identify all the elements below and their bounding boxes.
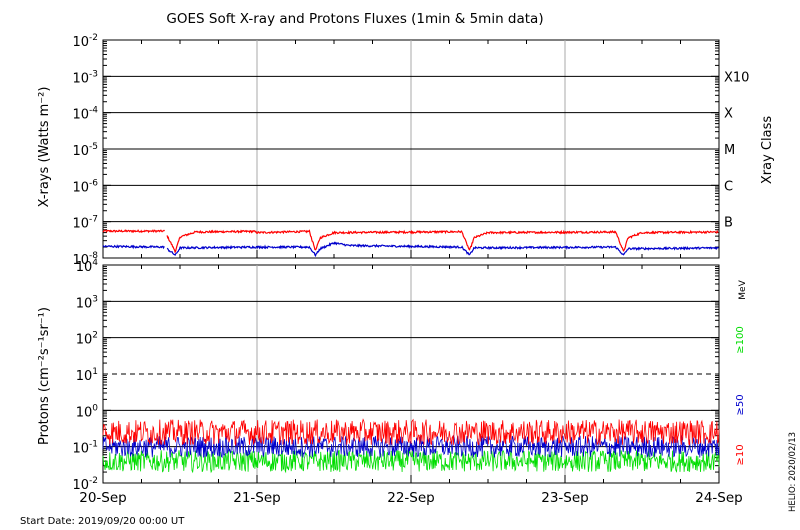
xray-tick-label: 10-4: [72, 106, 98, 123]
xray-tick-label: 10-7: [72, 215, 98, 232]
xray-panel: 10-2 10-3 10-4 10-5 10-6 10-7 10-8 X10 X M C B: [72, 33, 749, 268]
xray-class-label: M: [724, 143, 735, 158]
xray-series-short: [102, 241, 719, 258]
proton-tick-label: 10-2: [72, 476, 98, 493]
proton-legend-1: ≥50: [735, 394, 746, 415]
xray-ylabel: X-rays (Watts m⁻²): [37, 87, 52, 208]
x-tick-label: 23-Sep: [541, 490, 589, 506]
x-tick-label: 22-Sep: [387, 490, 435, 506]
xray-class-label: X: [724, 107, 733, 122]
proton-tick-label: 102: [76, 331, 98, 348]
proton-tick-label: 10-1: [72, 440, 98, 457]
proton-series-2: [102, 449, 720, 474]
xray-tick-label: 10-5: [72, 142, 98, 159]
x-tick-label: 20-Sep: [79, 490, 127, 506]
xray-class-label: B: [724, 216, 733, 231]
xray-class-label: C: [724, 179, 733, 194]
xray-tick-label: 10-6: [72, 178, 98, 195]
start-date: Start Date: 2019/09/20 00:00 UT: [20, 516, 185, 527]
credit-label: HELIO: 2020/02/13: [788, 432, 798, 512]
xray-tick-label: 10-3: [72, 69, 98, 86]
proton-tick-label: 101: [76, 367, 98, 384]
proton-tick-label: 100: [76, 403, 99, 420]
proton-panel: 104 103 102 101 100 10-1 10-2 ≥100 ≥50 ≥10: [72, 258, 746, 493]
proton-tick-label: 104: [76, 258, 99, 275]
x-tick-label: 21-Sep: [233, 490, 281, 506]
energy-unit-label: MeV: [738, 279, 748, 299]
proton-tick-label: 103: [76, 294, 98, 311]
proton-series-1: [102, 435, 720, 459]
xray-class-axis-label: Xray Class: [760, 116, 775, 184]
proton-legend-2: ≥100: [735, 326, 746, 353]
chart-title: GOES Soft X-ray and Protons Fluxes (1min…: [166, 11, 543, 27]
time-axis: 20-Sep 21-Sep 22-Sep 23-Sep 24-Sep: [79, 40, 743, 506]
xray-series-long: [102, 229, 719, 254]
x-tick-label: 24-Sep: [695, 490, 743, 506]
proton-series-0: [102, 418, 720, 447]
proton-legend-0: ≥10: [735, 444, 746, 465]
proton-ylabel: Protons (cm⁻²s⁻¹sr⁻¹): [37, 307, 52, 445]
xray-class-label: X10: [724, 70, 749, 85]
xray-tick-label: 10-2: [72, 33, 98, 50]
xray-tick-label: 10-8: [72, 251, 98, 268]
